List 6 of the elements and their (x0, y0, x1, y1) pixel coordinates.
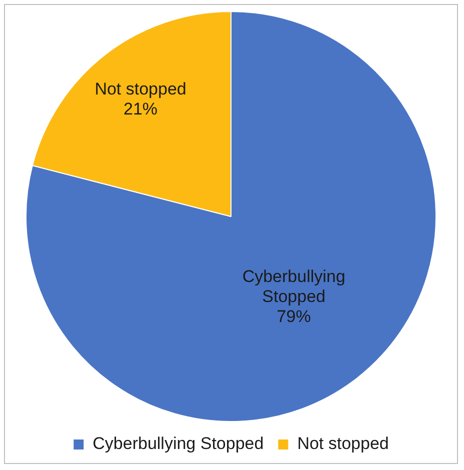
slice-label: Not stopped (94, 80, 186, 99)
legend-label: Not stopped (297, 434, 389, 454)
slice-label: Cyberbullying Stopped (242, 267, 346, 306)
data-label: 79% (276, 307, 311, 326)
legend-label: Cyberbullying Stopped (92, 434, 264, 454)
data-label: 21% (124, 100, 158, 119)
